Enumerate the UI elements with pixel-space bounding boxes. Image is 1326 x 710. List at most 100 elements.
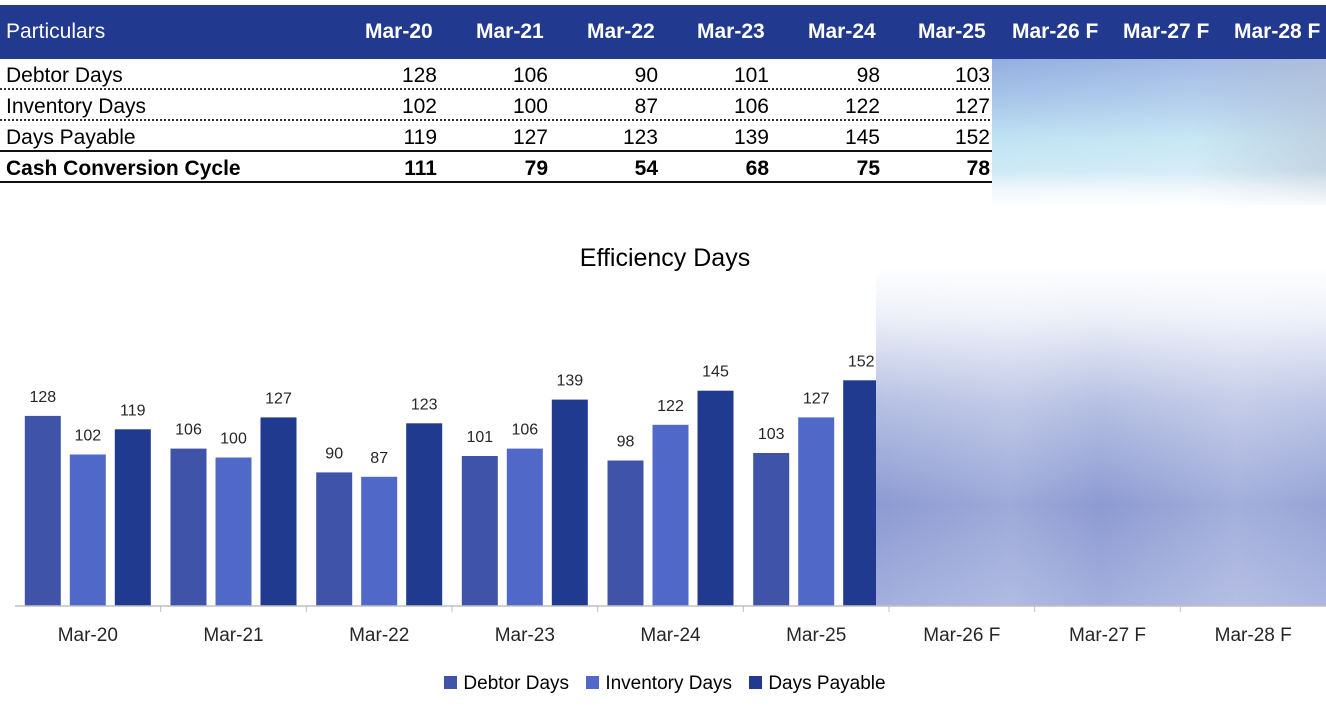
bar <box>551 399 588 606</box>
data-label: 102 <box>74 428 101 445</box>
bar <box>24 415 61 606</box>
legend-label: Days Payable <box>768 673 886 694</box>
data-label: 90 <box>325 445 343 462</box>
x-tick-label: Mar-23 <box>495 625 555 646</box>
legend-item: Days Payable <box>749 673 886 695</box>
cell-value: 78 <box>966 157 990 180</box>
table-row: Inventory Days 102 100 87 106 122 127 <box>0 90 1326 121</box>
data-label: 106 <box>175 422 202 439</box>
data-label: 127 <box>265 390 292 407</box>
data-label: 123 <box>411 396 438 413</box>
bar <box>361 476 398 606</box>
data-label: 152 <box>848 353 875 370</box>
bar <box>697 390 734 606</box>
x-tick-label: Mar-27 F <box>1069 625 1146 646</box>
cell-value: 106 <box>733 95 769 118</box>
bar <box>114 429 151 606</box>
row-label: Inventory Days <box>6 95 147 118</box>
blurred-forecast-fade <box>992 170 1326 205</box>
x-tick-label: Mar-22 <box>349 625 409 646</box>
table-row: Debtor Days 128 106 90 101 98 103 <box>0 59 1326 90</box>
x-tick-label: Mar-24 <box>640 625 701 646</box>
bar <box>798 417 835 606</box>
cell-value: 139 <box>733 126 769 149</box>
bar <box>753 453 790 606</box>
table-header: Particulars Mar-20 Mar-21 Mar-22 Mar-23 … <box>0 5 1326 59</box>
cell-value: 128 <box>401 64 437 87</box>
x-tick-label: Mar-25 <box>786 625 846 646</box>
x-tick-label: Mar-28 F <box>1215 625 1292 646</box>
data-label: 139 <box>556 373 583 390</box>
data-label: 101 <box>466 429 493 446</box>
legend-swatch <box>586 676 600 689</box>
header-period: Mar-28 F <box>1234 20 1321 43</box>
cell-value: 145 <box>844 126 880 149</box>
data-label: 103 <box>758 426 785 443</box>
x-tick-label: Mar-20 <box>58 625 118 646</box>
row-label: Cash Conversion Cycle <box>6 157 241 180</box>
row-label: Debtor Days <box>6 64 123 87</box>
bar <box>607 460 644 606</box>
header-period: Mar-24 <box>808 20 876 43</box>
header-period: Mar-22 <box>587 20 655 43</box>
cell-value: 98 <box>856 64 880 87</box>
header-period: Mar-26 F <box>1012 20 1099 43</box>
bar <box>406 423 443 606</box>
header-period: Mar-27 F <box>1123 20 1210 43</box>
bar <box>170 448 207 606</box>
cell-value: 106 <box>512 64 548 87</box>
cell-value: 103 <box>954 64 990 87</box>
header-period: Mar-23 <box>697 20 765 43</box>
cell-value: 100 <box>512 95 548 118</box>
chart-title: Efficiency Days <box>579 244 751 272</box>
data-label: 119 <box>120 402 146 419</box>
cell-value: 90 <box>634 64 658 87</box>
bar <box>652 424 689 606</box>
table-row: Days Payable 119 127 123 139 145 152 <box>0 121 1326 152</box>
cell-value: 101 <box>733 64 769 87</box>
cell-value: 87 <box>634 95 658 118</box>
table-row-total: Cash Conversion Cycle 111 79 54 68 75 78 <box>0 152 1326 183</box>
header-period: Mar-21 <box>476 20 544 43</box>
header-particulars: Particulars <box>6 20 106 43</box>
header-period: Mar-20 <box>365 20 433 43</box>
bar <box>843 380 880 606</box>
data-label: 106 <box>511 422 538 439</box>
legend-label: Inventory Days <box>605 673 733 694</box>
cell-value: 123 <box>622 126 658 149</box>
cell-value: 122 <box>844 95 880 118</box>
data-label: 122 <box>657 398 684 415</box>
cell-value: 152 <box>954 126 990 149</box>
cell-value: 68 <box>745 157 769 180</box>
bar <box>69 454 106 606</box>
bar <box>215 457 252 606</box>
bar <box>461 456 498 606</box>
cell-value: 127 <box>512 126 548 149</box>
cell-value: 75 <box>856 157 880 180</box>
efficiency-table: Particulars Mar-20 Mar-21 Mar-22 Mar-23 … <box>0 5 1326 183</box>
data-label: 100 <box>220 431 247 448</box>
bar <box>260 417 297 606</box>
blurred-forecast-overlay <box>876 268 1326 606</box>
bar <box>316 472 353 607</box>
cell-value: 79 <box>524 157 548 180</box>
cell-value: 102 <box>401 95 437 118</box>
legend-item: Inventory Days <box>586 673 732 695</box>
data-label: 87 <box>370 450 388 467</box>
cell-value: 119 <box>403 126 437 149</box>
legend-swatch <box>444 676 458 689</box>
data-label: 98 <box>617 434 635 451</box>
data-label: 127 <box>803 390 830 407</box>
data-label: 145 <box>702 364 729 381</box>
header-period: Mar-25 <box>918 20 986 43</box>
chart-legend: Debtor Days Inventory Days Days Payable <box>0 673 1326 695</box>
cell-value: 127 <box>954 95 990 118</box>
data-label: 128 <box>29 389 56 406</box>
row-label: Days Payable <box>6 126 136 149</box>
cell-value: 111 <box>404 157 437 180</box>
x-tick-label: Mar-21 <box>203 625 263 646</box>
legend-item: Debtor Days <box>444 673 569 695</box>
legend-swatch <box>749 676 763 689</box>
legend-label: Debtor Days <box>463 673 570 694</box>
